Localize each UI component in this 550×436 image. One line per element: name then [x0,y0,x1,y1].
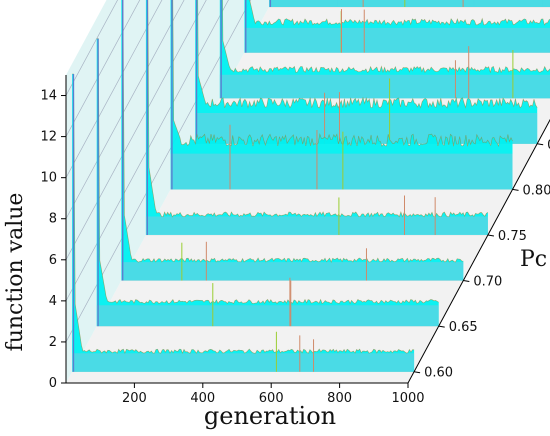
series-base-band [72,353,415,372]
z-tick-mark [512,188,519,191]
z-tick-label: 0.80 [523,183,550,198]
y-tick-label: 14 [40,89,57,104]
x-tick-label: 1000 [391,391,424,406]
z-tick-mark [537,143,544,146]
x-tick-label: 200 [122,391,147,406]
x-tick-label: 800 [327,391,352,406]
series-outline [222,0,550,74]
z-tick-mark [414,371,421,374]
side-grid-line [65,0,118,96]
z-tick-mark [438,325,445,328]
y-tick-label: 8 [49,212,57,227]
y-axis-title: function value [3,193,28,352]
z-tick-mark [487,234,495,237]
y-tick-label: 0 [49,376,57,391]
y-tick-label: 4 [49,294,57,309]
series-base-band [170,153,513,190]
series-outline [197,0,538,109]
chart-axes [65,75,550,384]
series-outline [122,0,464,263]
series-pc-0.75 [145,0,489,235]
side-grid-line [65,0,163,178]
series-base-band [219,74,550,99]
y-tick-label: 2 [49,335,57,350]
series-pc-1.00 [269,0,550,7]
y-tick-label: 6 [49,253,57,268]
z-axis-title: Pc [520,247,547,272]
z-axis-line [407,118,550,384]
series-base-band [244,27,550,53]
series-fill [219,0,550,99]
x-axis-title: generation [204,402,336,430]
x-tick-label: 400 [190,391,215,406]
series-outline [72,73,415,354]
series-outline [172,0,513,147]
z-tick-label: 0.60 [424,366,453,381]
z-tick-mark [463,280,470,283]
z-tick-label: 0.75 [498,229,527,244]
series-pc-0.60 [72,73,415,372]
series-outline [249,0,550,26]
series-base-band [195,113,538,144]
y-tick-label: 10 [40,171,57,186]
series-fill [195,0,538,144]
series-base-band [145,216,488,235]
z-tick-label: 0.70 [473,275,502,290]
series-base-band [96,305,439,327]
y-tick-label: 12 [40,130,57,145]
tick-labels: 200 400 600 800 1000 0 2 4 6 8 10 12 14 0.60 0.65 0.70 0… [40,89,550,406]
side-wall [66,0,269,383]
series-pc-0.70 [121,0,464,281]
series-pc-0.95 [244,0,550,53]
side-grid-line [65,0,207,260]
series-outline [96,38,439,305]
series-pc-0.65 [96,38,439,327]
series-group [72,0,550,372]
series-pc-0.90 [219,0,550,99]
side-grid-line [65,0,141,137]
x-tick-label: 600 [259,391,284,406]
z-tick-label: 0.85 [547,138,550,153]
floor-plane [66,7,550,383]
series-base-band [121,262,464,281]
series-outline [147,0,489,218]
side-grid-line [65,0,185,219]
series-pc-0.80 [170,0,513,190]
z-tick-label: 0.65 [449,320,478,335]
series-base-band [269,0,550,7]
